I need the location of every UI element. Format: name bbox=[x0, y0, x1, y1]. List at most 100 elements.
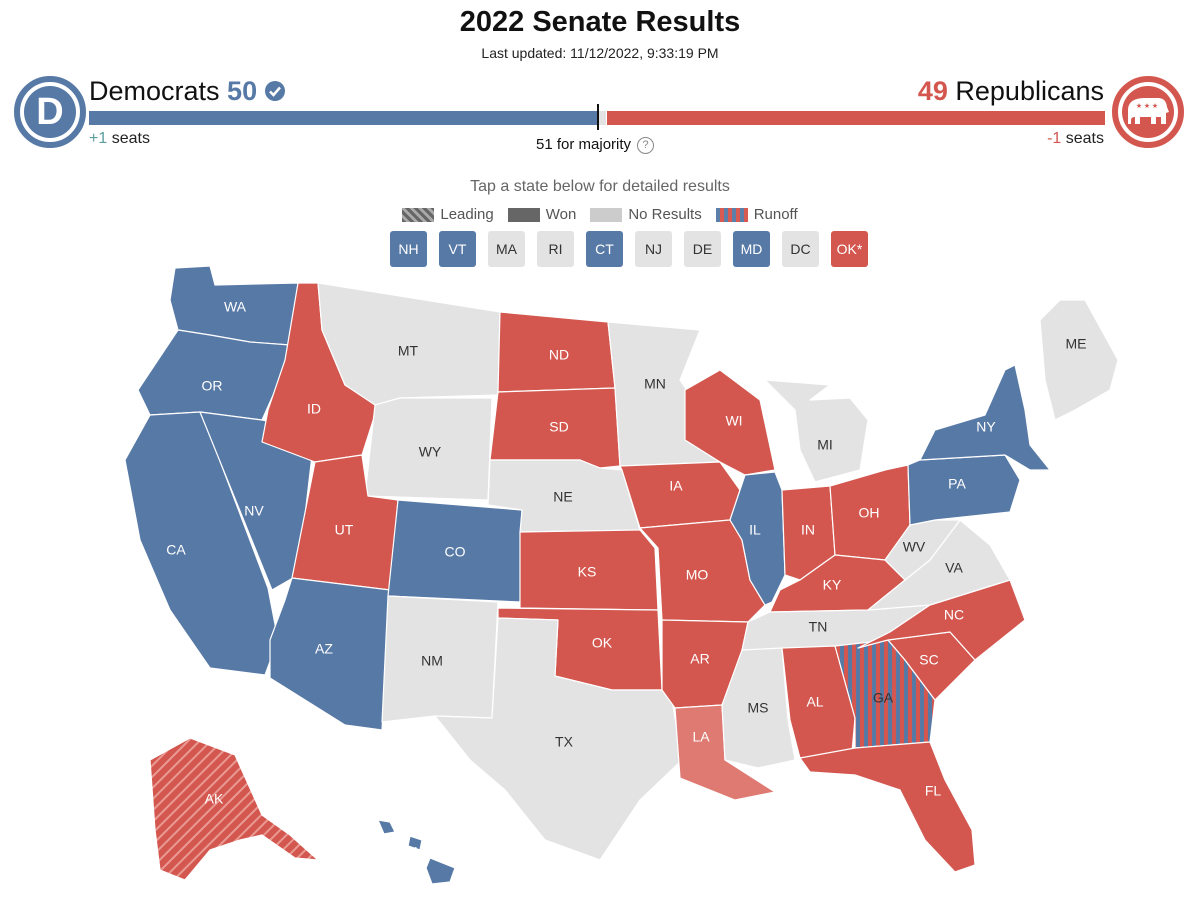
legend-no-results-label: No Results bbox=[628, 206, 702, 223]
state-label-ky: KY bbox=[823, 577, 842, 593]
state-label-tx: TX bbox=[555, 734, 574, 750]
legend-won: Won bbox=[507, 206, 577, 223]
republican-elephant-icon: ★ ★ ★ bbox=[1112, 76, 1184, 148]
state-label-ga: GA bbox=[873, 690, 894, 706]
small-state-button-nj[interactable]: NJ bbox=[635, 231, 672, 267]
state-label-in: IN bbox=[801, 522, 815, 538]
state-label-pa: PA bbox=[948, 476, 966, 492]
state-label-wa: WA bbox=[224, 299, 247, 315]
small-state-button-dc[interactable]: DC bbox=[782, 231, 819, 267]
legend-runoff: Runoff bbox=[715, 206, 798, 223]
svg-text:D: D bbox=[36, 91, 63, 133]
state-label-sc: SC bbox=[919, 652, 938, 668]
state-label-me: ME bbox=[1066, 336, 1087, 352]
democrats-label: Democrats bbox=[89, 76, 220, 106]
state-wy[interactable] bbox=[364, 397, 493, 501]
state-label-ne: NE bbox=[553, 489, 572, 505]
democrats-heading: Democrats 50 bbox=[89, 76, 285, 107]
help-icon[interactable]: ? bbox=[637, 137, 655, 154]
state-label-ak: AK bbox=[205, 791, 224, 807]
state-label-co: CO bbox=[445, 544, 466, 560]
state-label-wi: WI bbox=[725, 413, 742, 429]
state-label-fl: FL bbox=[925, 783, 942, 799]
state-label-mi: MI bbox=[817, 437, 833, 453]
state-label-wv: WV bbox=[903, 539, 926, 555]
undecided-seat-bar bbox=[599, 111, 606, 125]
state-label-oh: OH bbox=[859, 505, 880, 521]
democrat-seat-bar bbox=[89, 111, 597, 125]
republicans-heading: 49 Republicans bbox=[918, 76, 1104, 107]
state-label-sd: SD bbox=[549, 419, 568, 435]
small-state-button-ri[interactable]: RI bbox=[537, 231, 574, 267]
state-ak[interactable] bbox=[149, 737, 319, 881]
state-tx[interactable] bbox=[434, 617, 683, 861]
small-state-buttons: NH VT MA RI CT NJ DE MD DC OK* bbox=[390, 231, 868, 267]
state-wi[interactable] bbox=[684, 369, 776, 476]
state-ia[interactable] bbox=[619, 461, 741, 529]
democrat-change-value: +1 bbox=[89, 130, 108, 147]
democrats-seat-count: 50 bbox=[227, 76, 258, 106]
state-label-mn: MN bbox=[644, 376, 666, 392]
state-label-id: ID bbox=[307, 401, 321, 417]
small-state-button-vt[interactable]: VT bbox=[439, 231, 476, 267]
state-label-nv: NV bbox=[244, 503, 264, 519]
legend-no-results: No Results bbox=[590, 206, 702, 223]
state-nc[interactable] bbox=[857, 579, 1026, 661]
state-label-az: AZ bbox=[315, 641, 333, 657]
state-label-mo: MO bbox=[686, 567, 709, 583]
state-label-tn: TN bbox=[809, 619, 828, 635]
state-label-il: IL bbox=[749, 522, 761, 538]
state-me[interactable] bbox=[1039, 299, 1119, 421]
small-state-button-md[interactable]: MD bbox=[733, 231, 770, 267]
state-label-al: AL bbox=[806, 694, 823, 710]
majority-marker bbox=[597, 104, 599, 130]
state-il[interactable] bbox=[729, 471, 786, 606]
majority-threshold: 51 for majority? bbox=[536, 136, 655, 154]
democrat-change-label: seats bbox=[111, 130, 150, 147]
republicans-label: Republicans bbox=[955, 76, 1104, 106]
map-instruction: Tap a state below for detailed results bbox=[470, 178, 730, 195]
state-label-ks: KS bbox=[578, 564, 597, 580]
state-or[interactable] bbox=[137, 329, 291, 421]
won-swatch bbox=[507, 207, 540, 222]
winner-check-icon bbox=[264, 81, 285, 101]
small-state-button-ct[interactable]: CT bbox=[586, 231, 623, 267]
page-title: 2022 Senate Results bbox=[459, 6, 741, 38]
runoff-swatch bbox=[715, 207, 748, 222]
state-label-wy: WY bbox=[419, 444, 442, 460]
state-label-hi: HI bbox=[414, 844, 428, 860]
state-label-mt: MT bbox=[398, 343, 419, 359]
state-label-va: VA bbox=[945, 560, 963, 576]
state-mi[interactable] bbox=[764, 379, 869, 483]
state-hi[interactable] bbox=[377, 819, 456, 885]
legend-leading-label: Leading bbox=[440, 206, 494, 223]
svg-text:★: ★ bbox=[1152, 102, 1158, 110]
democrat-logo: D bbox=[14, 76, 86, 148]
republican-change-label: seats bbox=[1065, 130, 1104, 147]
small-state-button-ok[interactable]: OK* bbox=[831, 231, 868, 267]
majority-label: 51 for majority bbox=[536, 136, 632, 153]
small-state-button-de[interactable]: DE bbox=[684, 231, 721, 267]
small-state-button-ma[interactable]: MA bbox=[488, 231, 525, 267]
small-state-button-nh[interactable]: NH bbox=[390, 231, 427, 267]
legend-runoff-label: Runoff bbox=[753, 206, 798, 223]
state-ny[interactable] bbox=[919, 364, 1051, 471]
state-label-ca: CA bbox=[166, 542, 186, 558]
state-label-ok: OK bbox=[592, 635, 613, 651]
legend-won-label: Won bbox=[545, 206, 577, 223]
state-label-ar: AR bbox=[690, 651, 709, 667]
state-label-nc: NC bbox=[944, 607, 964, 623]
state-label-la: LA bbox=[692, 729, 710, 745]
last-updated: Last updated: 11/12/2022, 9:33:19 PM bbox=[481, 45, 719, 61]
republicans-seat-count: 49 bbox=[917, 76, 948, 106]
leading-swatch bbox=[402, 207, 435, 222]
state-label-nd: ND bbox=[549, 347, 569, 363]
map-legend: Leading Won No Results Runoff bbox=[0, 206, 1200, 223]
state-ks[interactable] bbox=[519, 529, 659, 611]
democrat-seat-change: +1 seats bbox=[89, 130, 150, 148]
svg-text:★: ★ bbox=[1136, 102, 1142, 110]
state-label-ny: NY bbox=[976, 419, 996, 435]
state-fl[interactable] bbox=[799, 741, 976, 873]
state-label-ms: MS bbox=[748, 700, 769, 716]
republican-seat-bar bbox=[607, 111, 1105, 125]
